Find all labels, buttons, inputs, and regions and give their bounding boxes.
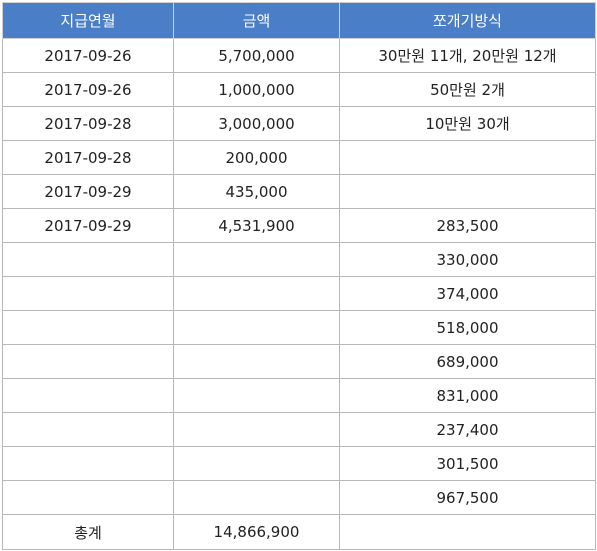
table-row: 301,500 — [2, 446, 596, 481]
cell-amount: 1,000,000 — [173, 72, 340, 107]
table-row: 2017-09-29 435,000 — [2, 174, 596, 209]
total-note — [339, 514, 596, 550]
cell-date — [2, 378, 174, 413]
cell-amount: 5,700,000 — [173, 38, 340, 73]
cell-amount — [173, 378, 340, 413]
cell-date — [2, 412, 174, 447]
table-row: 518,000 — [2, 310, 596, 345]
header-date: 지급연월 — [2, 2, 174, 39]
cell-amount: 435,000 — [173, 174, 340, 209]
cell-split-method: 301,500 — [339, 446, 596, 481]
cell-date: 2017-09-28 — [2, 140, 174, 175]
total-amount: 14,866,900 — [173, 514, 340, 550]
table-row: 967,500 — [2, 480, 596, 515]
cell-date — [2, 310, 174, 345]
cell-split-method: 689,000 — [339, 344, 596, 379]
table-row: 2017-09-28 200,000 — [2, 140, 596, 175]
cell-date — [2, 480, 174, 515]
cell-amount — [173, 480, 340, 515]
cell-split-method: 50만원 2개 — [339, 72, 596, 107]
cell-split-method: 831,000 — [339, 378, 596, 413]
table-row: 689,000 — [2, 344, 596, 379]
cell-date — [2, 276, 174, 311]
total-row: 총계 14,866,900 — [2, 514, 596, 550]
table-row: 374,000 — [2, 276, 596, 311]
cell-date: 2017-09-26 — [2, 38, 174, 73]
table-row: 2017-09-26 5,700,000 30만원 11개, 20만원 12개 — [2, 38, 596, 73]
cell-split-method: 10만원 30개 — [339, 106, 596, 141]
cell-amount — [173, 412, 340, 447]
cell-amount — [173, 276, 340, 311]
total-label: 총계 — [2, 514, 174, 550]
cell-date — [2, 446, 174, 481]
table-row: 2017-09-26 1,000,000 50만원 2개 — [2, 72, 596, 107]
cell-split-method: 967,500 — [339, 480, 596, 515]
cell-amount — [173, 344, 340, 379]
table-row: 237,400 — [2, 412, 596, 447]
cell-date: 2017-09-28 — [2, 106, 174, 141]
table-row: 2017-09-28 3,000,000 10만원 30개 — [2, 106, 596, 141]
cell-date — [2, 344, 174, 379]
table-row: 2017-09-29 4,531,900 283,500 — [2, 208, 596, 243]
cell-date: 2017-09-29 — [2, 208, 174, 243]
cell-date: 2017-09-29 — [2, 174, 174, 209]
cell-split-method — [339, 140, 596, 175]
table-row: 330,000 — [2, 242, 596, 277]
header-amount: 금액 — [173, 2, 340, 39]
cell-amount: 3,000,000 — [173, 106, 340, 141]
table-row: 831,000 — [2, 378, 596, 413]
table-body: 2017-09-26 5,700,000 30만원 11개, 20만원 12개 201… — [2, 38, 596, 550]
cell-split-method: 330,000 — [339, 242, 596, 277]
cell-date — [2, 242, 174, 277]
header-row: 지급연월 금액 쪼개기방식 — [2, 2, 596, 39]
cell-split-method — [339, 174, 596, 209]
cell-split-method: 283,500 — [339, 208, 596, 243]
cell-amount — [173, 446, 340, 481]
cell-split-method: 30만원 11개, 20만원 12개 — [339, 38, 596, 73]
cell-amount — [173, 310, 340, 345]
cell-amount — [173, 242, 340, 277]
header-split-method: 쪼개기방식 — [339, 2, 596, 39]
cell-amount: 4,531,900 — [173, 208, 340, 243]
cell-split-method: 374,000 — [339, 276, 596, 311]
cell-split-method: 237,400 — [339, 412, 596, 447]
cell-split-method: 518,000 — [339, 310, 596, 345]
cell-amount: 200,000 — [173, 140, 340, 175]
cell-date: 2017-09-26 — [2, 72, 174, 107]
